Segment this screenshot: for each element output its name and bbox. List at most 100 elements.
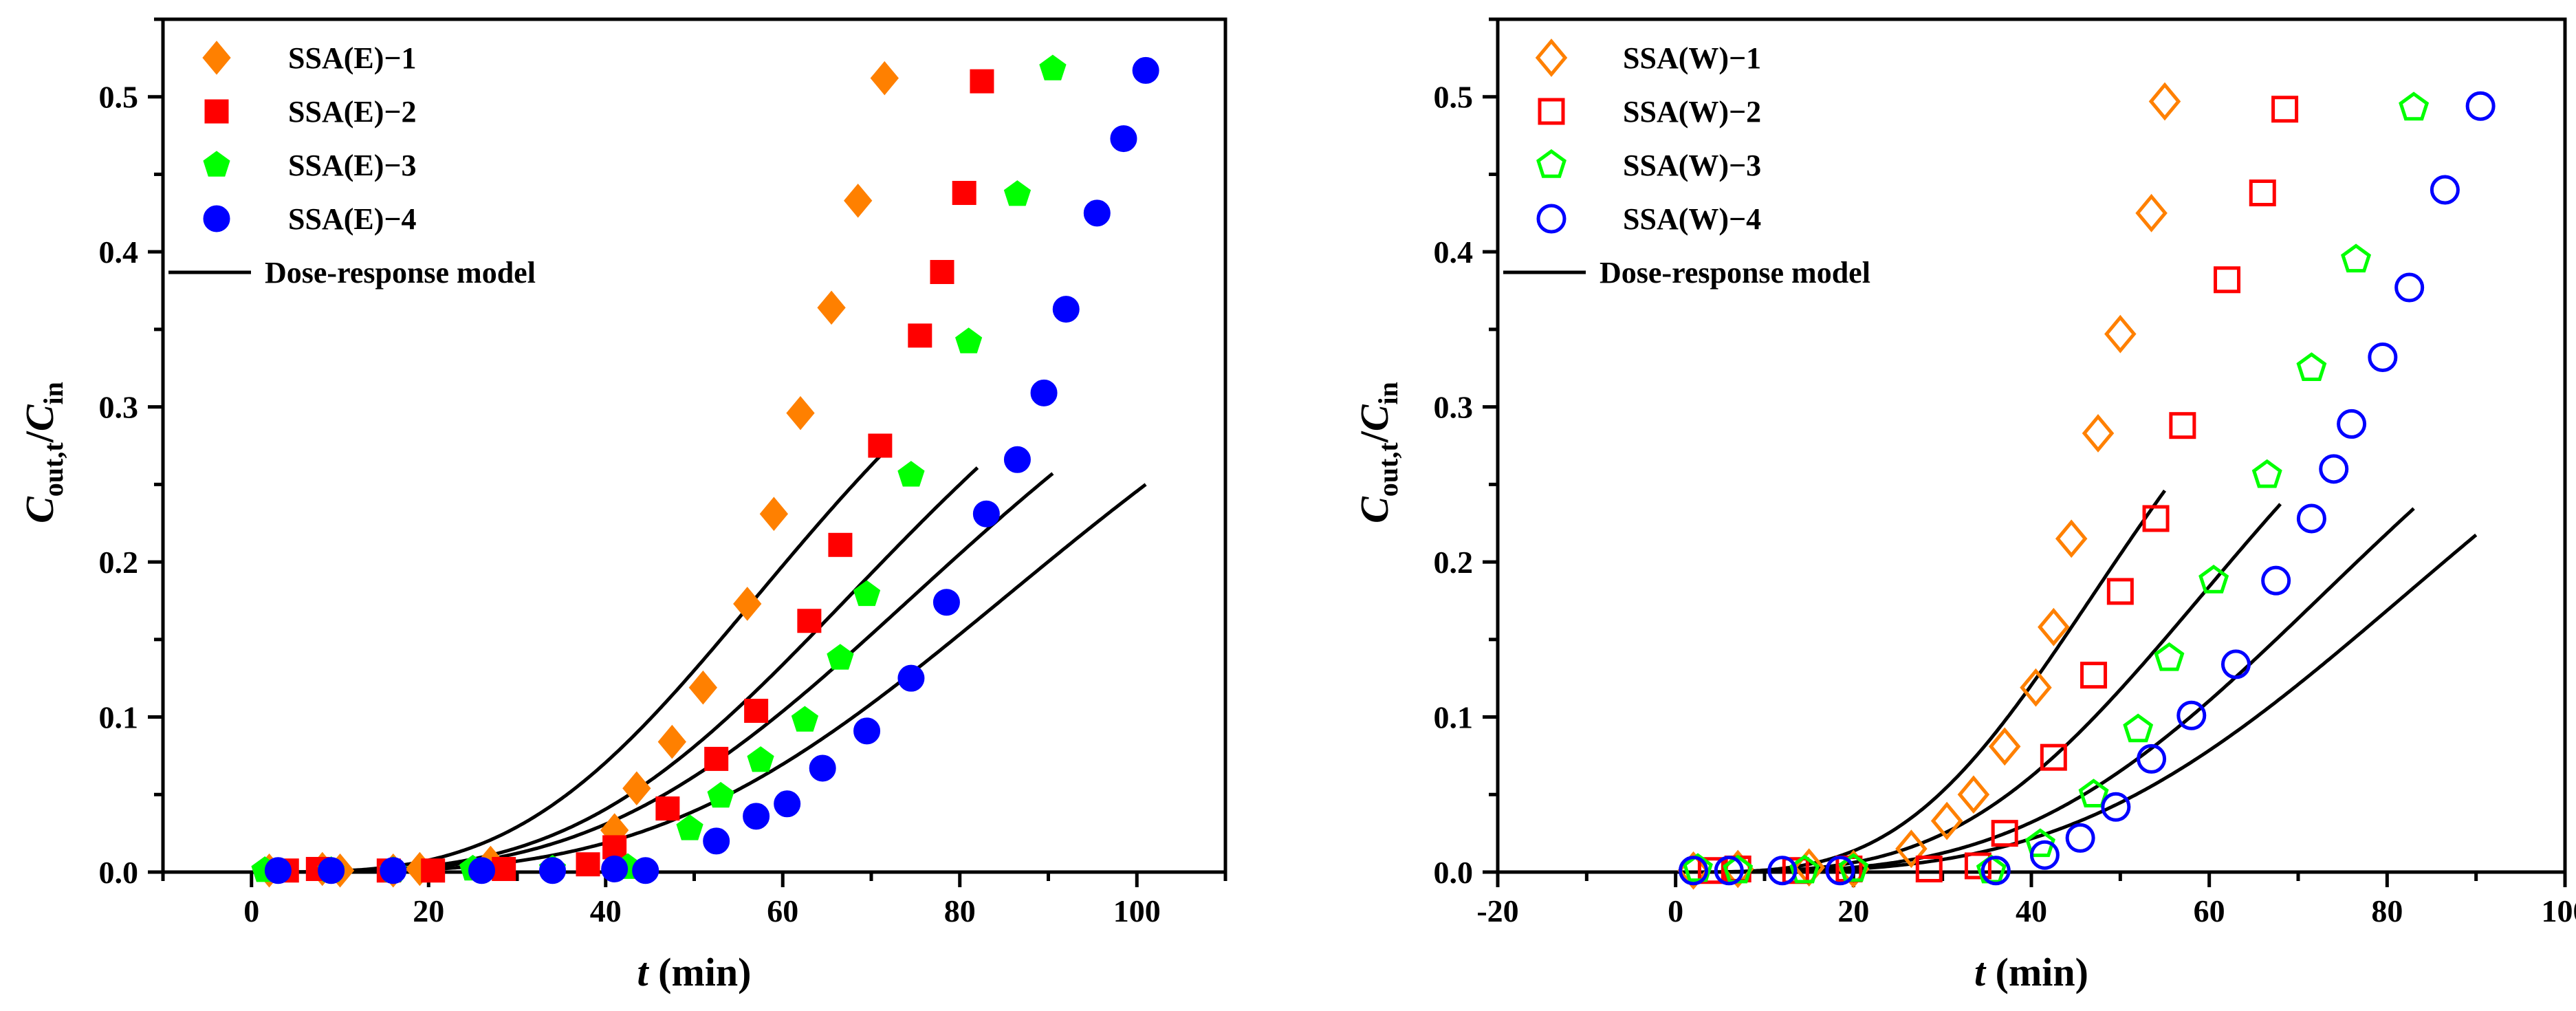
- legend: SSA(E)−1 SSA(E)−2 SSA(E)−3 SSA(E)−4 Dose-res…: [168, 41, 536, 290]
- data-point: [2220, 649, 2251, 680]
- x-tick-label: 40: [590, 893, 622, 928]
- y-axis-title-ylabel_main_1: C: [1352, 496, 1397, 523]
- data-point: [1838, 853, 1869, 882]
- legend: SSA(W)−1 SSA(W)−2 SSA(W)−3 SSA(W)−4 Dose-res…: [1503, 39, 1870, 290]
- y-tick-label: 0.1: [1434, 700, 1474, 735]
- y-axis-title-ylabel_sub_2: in: [38, 382, 69, 404]
- legend-model-label: Dose-response model: [265, 256, 536, 290]
- y-tick-label: 0.2: [1434, 545, 1474, 580]
- data-point: [2341, 243, 2372, 273]
- data-point: [1964, 852, 1991, 880]
- data-point: [2368, 342, 2398, 372]
- data-point: [632, 857, 659, 884]
- data-point: [897, 461, 925, 487]
- series-4: [1679, 91, 2496, 886]
- data-point: [2029, 840, 2060, 870]
- legend-label: SSA(W)−1: [1623, 41, 1761, 75]
- y-tick-label: 0.4: [1434, 235, 1474, 270]
- data-point: [539, 857, 566, 884]
- data-point: [421, 858, 446, 883]
- x-tick-label: 40: [2016, 893, 2047, 928]
- data-point: [2038, 607, 2070, 646]
- data-point: [1988, 727, 2021, 766]
- legend-marker: [1536, 149, 1567, 178]
- y-tick-label: 0.2: [99, 545, 139, 580]
- data-point: [2055, 519, 2088, 558]
- data-point: [2319, 454, 2349, 484]
- data-point: [2169, 412, 2196, 439]
- legend-marker: [203, 151, 230, 177]
- data-point: [492, 856, 516, 881]
- y-axis-title-ylabel_sub_1: out,t: [1373, 442, 1404, 497]
- data-point: [827, 644, 854, 670]
- data-point: [932, 589, 960, 616]
- y-axis-title-ylabel_main_2: C: [1352, 404, 1397, 431]
- data-point: [2148, 82, 2181, 121]
- x-tick-label: 60: [2194, 893, 2225, 928]
- legend-label: SSA(E)−2: [288, 95, 416, 129]
- data-point: [380, 857, 407, 884]
- legend-label: SSA(E)−4: [288, 202, 416, 236]
- data-point: [2080, 662, 2108, 689]
- data-point: [2020, 668, 2052, 707]
- data-point: [676, 814, 703, 840]
- series-4: [264, 56, 1159, 884]
- data-point: [1003, 446, 1031, 473]
- legend-label: SSA(W)−4: [1623, 202, 1761, 236]
- data-point: [601, 855, 629, 882]
- x-axis-title-unit: (min): [648, 950, 752, 994]
- data-point: [1957, 775, 1990, 814]
- data-point: [2123, 713, 2154, 743]
- y-axis-title-ylabel_slash: /: [17, 431, 62, 443]
- x-axis-title-italic: t: [1974, 950, 1987, 994]
- legend-model-label: Dose-response model: [1600, 256, 1870, 290]
- y-axis-title-ylabel_main_1: C: [17, 496, 62, 523]
- data-point: [2271, 96, 2299, 123]
- data-point: [1083, 199, 1111, 227]
- data-point: [2249, 180, 2276, 207]
- data-point: [817, 290, 846, 325]
- x-axis-title: t (min): [1974, 950, 2088, 994]
- x-tick-label: 80: [2371, 893, 2403, 928]
- data-point: [897, 664, 925, 692]
- y-axis-title: Cout,t/Cin: [17, 382, 69, 523]
- model-curve-4: [1680, 533, 2478, 872]
- x-tick-label: 20: [1837, 893, 1869, 928]
- data-point: [747, 746, 774, 772]
- data-point: [930, 259, 954, 284]
- data-point: [868, 433, 893, 458]
- data-point: [853, 580, 881, 607]
- data-point: [2430, 175, 2460, 205]
- plot-frame: [1496, 17, 2567, 874]
- data-point: [2104, 314, 2137, 354]
- data-point: [759, 497, 789, 531]
- x-tick-label: -20: [1476, 893, 1518, 928]
- y-tick-label: 0.5: [1434, 80, 1474, 115]
- data-point: [786, 395, 815, 431]
- data-point: [655, 796, 680, 821]
- data-point: [1930, 801, 1963, 840]
- data-point: [1697, 857, 1725, 884]
- data-point: [468, 857, 495, 884]
- data-point: [744, 699, 769, 724]
- series-2: [274, 69, 994, 883]
- data-point: [791, 706, 819, 732]
- data-point: [970, 69, 994, 94]
- data-point: [1991, 820, 2018, 847]
- data-point: [2198, 565, 2229, 594]
- data-point: [2101, 792, 2131, 822]
- data-point: [908, 323, 932, 348]
- y-tick-label: 0.3: [99, 390, 139, 425]
- data-point: [602, 835, 627, 860]
- y-tick-label: 0.1: [99, 700, 139, 735]
- data-point: [1683, 853, 1713, 882]
- x-axis-title-unit: (min): [1985, 950, 2088, 994]
- x-tick-label: 80: [944, 893, 976, 928]
- data-point: [2024, 828, 2055, 858]
- data-point: [1679, 856, 1709, 886]
- legend-marker: [202, 41, 231, 75]
- legend-label: SSA(E)−3: [288, 149, 416, 182]
- y-tick-label: 0.0: [1434, 855, 1474, 890]
- series-2: [1697, 96, 2299, 884]
- panel-left: 0 20 40 60 80 100 0.0 0.1 0.2 0.3 0.4 0.5 t (min) Cou…: [17, 17, 1227, 994]
